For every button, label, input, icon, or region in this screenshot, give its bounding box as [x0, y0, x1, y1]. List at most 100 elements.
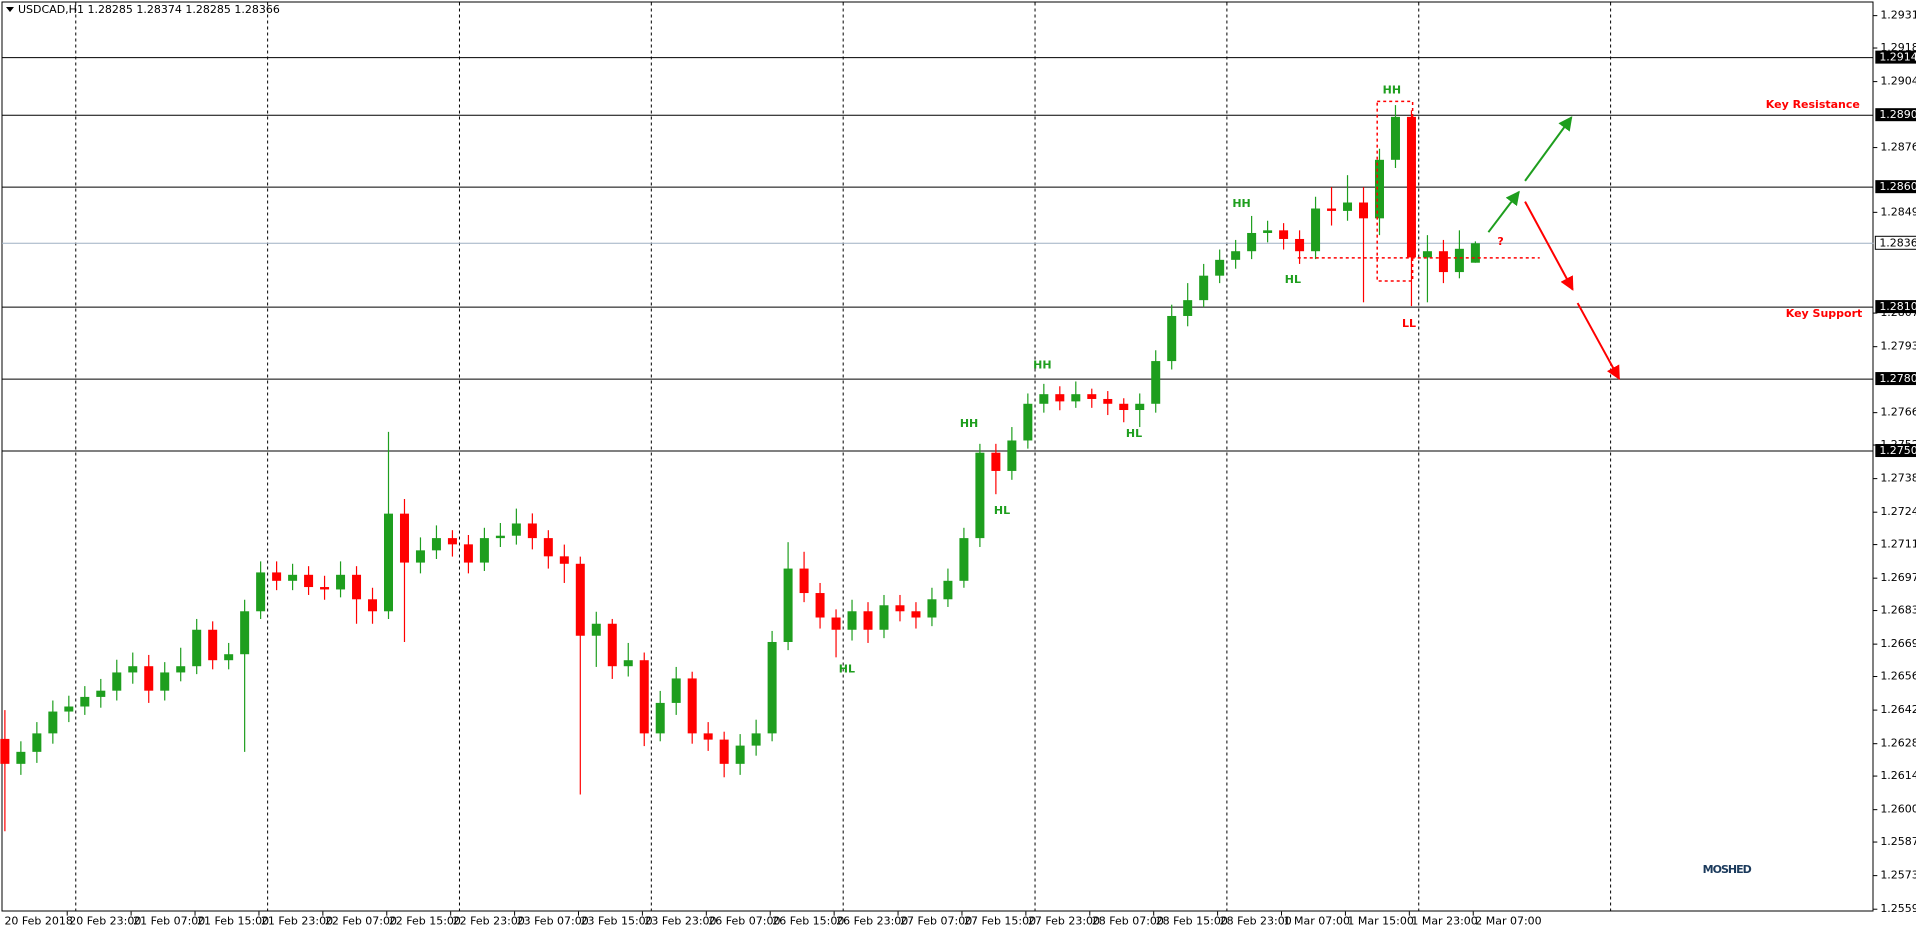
candle-body	[112, 672, 122, 691]
candle-body	[783, 568, 793, 642]
candle-body	[240, 611, 250, 655]
level-label: 1.29140	[1879, 51, 1916, 64]
candle-body	[431, 538, 441, 551]
candle-body	[479, 538, 489, 563]
candle-body	[32, 733, 42, 752]
candle-body	[1390, 116, 1400, 160]
bull-arrow	[1487, 190, 1520, 233]
candle-body	[671, 678, 681, 703]
level-label-box	[1875, 108, 1916, 122]
candle-body	[1327, 208, 1337, 211]
x-tick-label: 20 Feb 23:00	[69, 915, 141, 928]
bear-arrow	[1524, 201, 1574, 291]
x-tick-label: 28 Feb 07:00	[1092, 915, 1164, 928]
bull-arrow	[1524, 116, 1573, 182]
candle-body	[304, 574, 314, 588]
level-label-box	[1875, 372, 1916, 386]
candle-body	[256, 572, 266, 612]
y-tick-label: 1.26145	[1880, 769, 1916, 782]
x-tick-label: 20 Feb 2018	[4, 915, 72, 928]
candle-body	[879, 605, 889, 630]
x-tick-label: 26 Feb 07:00	[708, 915, 780, 928]
candle-body	[1167, 315, 1177, 362]
level-label-box	[1875, 50, 1916, 64]
level-label: 1.28600	[1879, 180, 1916, 193]
candle-body	[991, 452, 1001, 471]
candle-body	[959, 538, 969, 581]
candle-body	[192, 629, 202, 667]
candle-body	[447, 538, 457, 545]
candle-body	[639, 660, 649, 734]
candle-body	[320, 587, 330, 590]
candle-body	[1295, 238, 1305, 252]
candle-body	[1151, 361, 1161, 404]
candle-body	[863, 611, 873, 630]
candle-body	[383, 513, 393, 612]
annotation: LL	[1402, 317, 1416, 330]
x-tick-label: 23 Feb 23:00	[644, 915, 716, 928]
current-price-box	[1874, 235, 1916, 250]
candle-body	[160, 672, 170, 691]
candle-body	[1343, 202, 1353, 211]
y-tick-label: 1.27110	[1880, 538, 1916, 551]
x-tick-label: 26 Feb 23:00	[836, 915, 908, 928]
current-price-label: 1.28366	[1879, 236, 1916, 249]
level-label: 1.28900	[1879, 108, 1916, 121]
y-tick-label: 1.25590	[1880, 902, 1916, 915]
candle-body	[1374, 159, 1384, 219]
annotation: HH	[1232, 197, 1250, 210]
menu-arrow[interactable]	[6, 7, 14, 12]
candle-body	[96, 690, 106, 697]
candle-body	[591, 623, 601, 636]
candle-body	[368, 599, 378, 612]
candle-body	[1023, 403, 1033, 441]
watermark: MOSHED	[1703, 863, 1752, 876]
annotation: HH	[960, 417, 978, 430]
y-tick-label: 1.28495	[1880, 205, 1916, 218]
annotation: HL	[1126, 427, 1142, 440]
candle-body	[911, 611, 921, 618]
candle-body	[815, 593, 825, 618]
candle-body	[1119, 403, 1129, 411]
plot-frame	[1, 1, 1874, 912]
y-tick-label: 1.26420	[1880, 703, 1916, 716]
candle-body	[1183, 300, 1193, 316]
level-label: 1.28100	[1879, 300, 1916, 313]
candle-body	[943, 580, 953, 600]
candle-body	[767, 641, 777, 734]
y-tick-label: 1.29315	[1880, 9, 1916, 22]
candle-body	[719, 739, 729, 764]
x-tick-label: 1 Mar 15:00	[1347, 915, 1413, 928]
chart-title: USDCAD,H1 1.28285 1.28374 1.28285 1.2836…	[18, 3, 280, 16]
candle-body	[831, 617, 841, 630]
candle-body	[224, 654, 234, 661]
candle-body	[751, 733, 761, 746]
candle-body	[735, 745, 745, 764]
x-tick-label: 22 Feb 07:00	[325, 915, 397, 928]
candle-body	[463, 544, 473, 563]
y-tick-label: 1.27660	[1880, 406, 1916, 419]
candle-body	[799, 568, 809, 594]
candle-body	[1438, 251, 1448, 273]
level-label-box	[1875, 444, 1916, 458]
candle-body	[895, 605, 905, 612]
x-tick-label: 27 Feb 23:00	[1028, 915, 1100, 928]
candle-body	[415, 550, 425, 563]
candle-body	[1247, 232, 1257, 252]
bear-arrow	[1576, 302, 1621, 381]
x-tick-label: 22 Feb 15:00	[389, 915, 461, 928]
x-tick-label: 21 Feb 15:00	[197, 915, 269, 928]
candle-body	[1406, 116, 1416, 258]
x-tick-label: 21 Feb 07:00	[133, 915, 205, 928]
candle-body	[623, 660, 633, 667]
candle-body	[847, 611, 857, 630]
annotation: ?	[1497, 235, 1503, 248]
candle-body	[527, 523, 537, 539]
candle-body	[144, 666, 154, 691]
candle-body	[511, 523, 521, 536]
candle-body	[1215, 259, 1225, 276]
y-tick-label: 1.27385	[1880, 472, 1916, 485]
annotation: HH	[1033, 358, 1051, 371]
candle-body	[1103, 398, 1113, 404]
